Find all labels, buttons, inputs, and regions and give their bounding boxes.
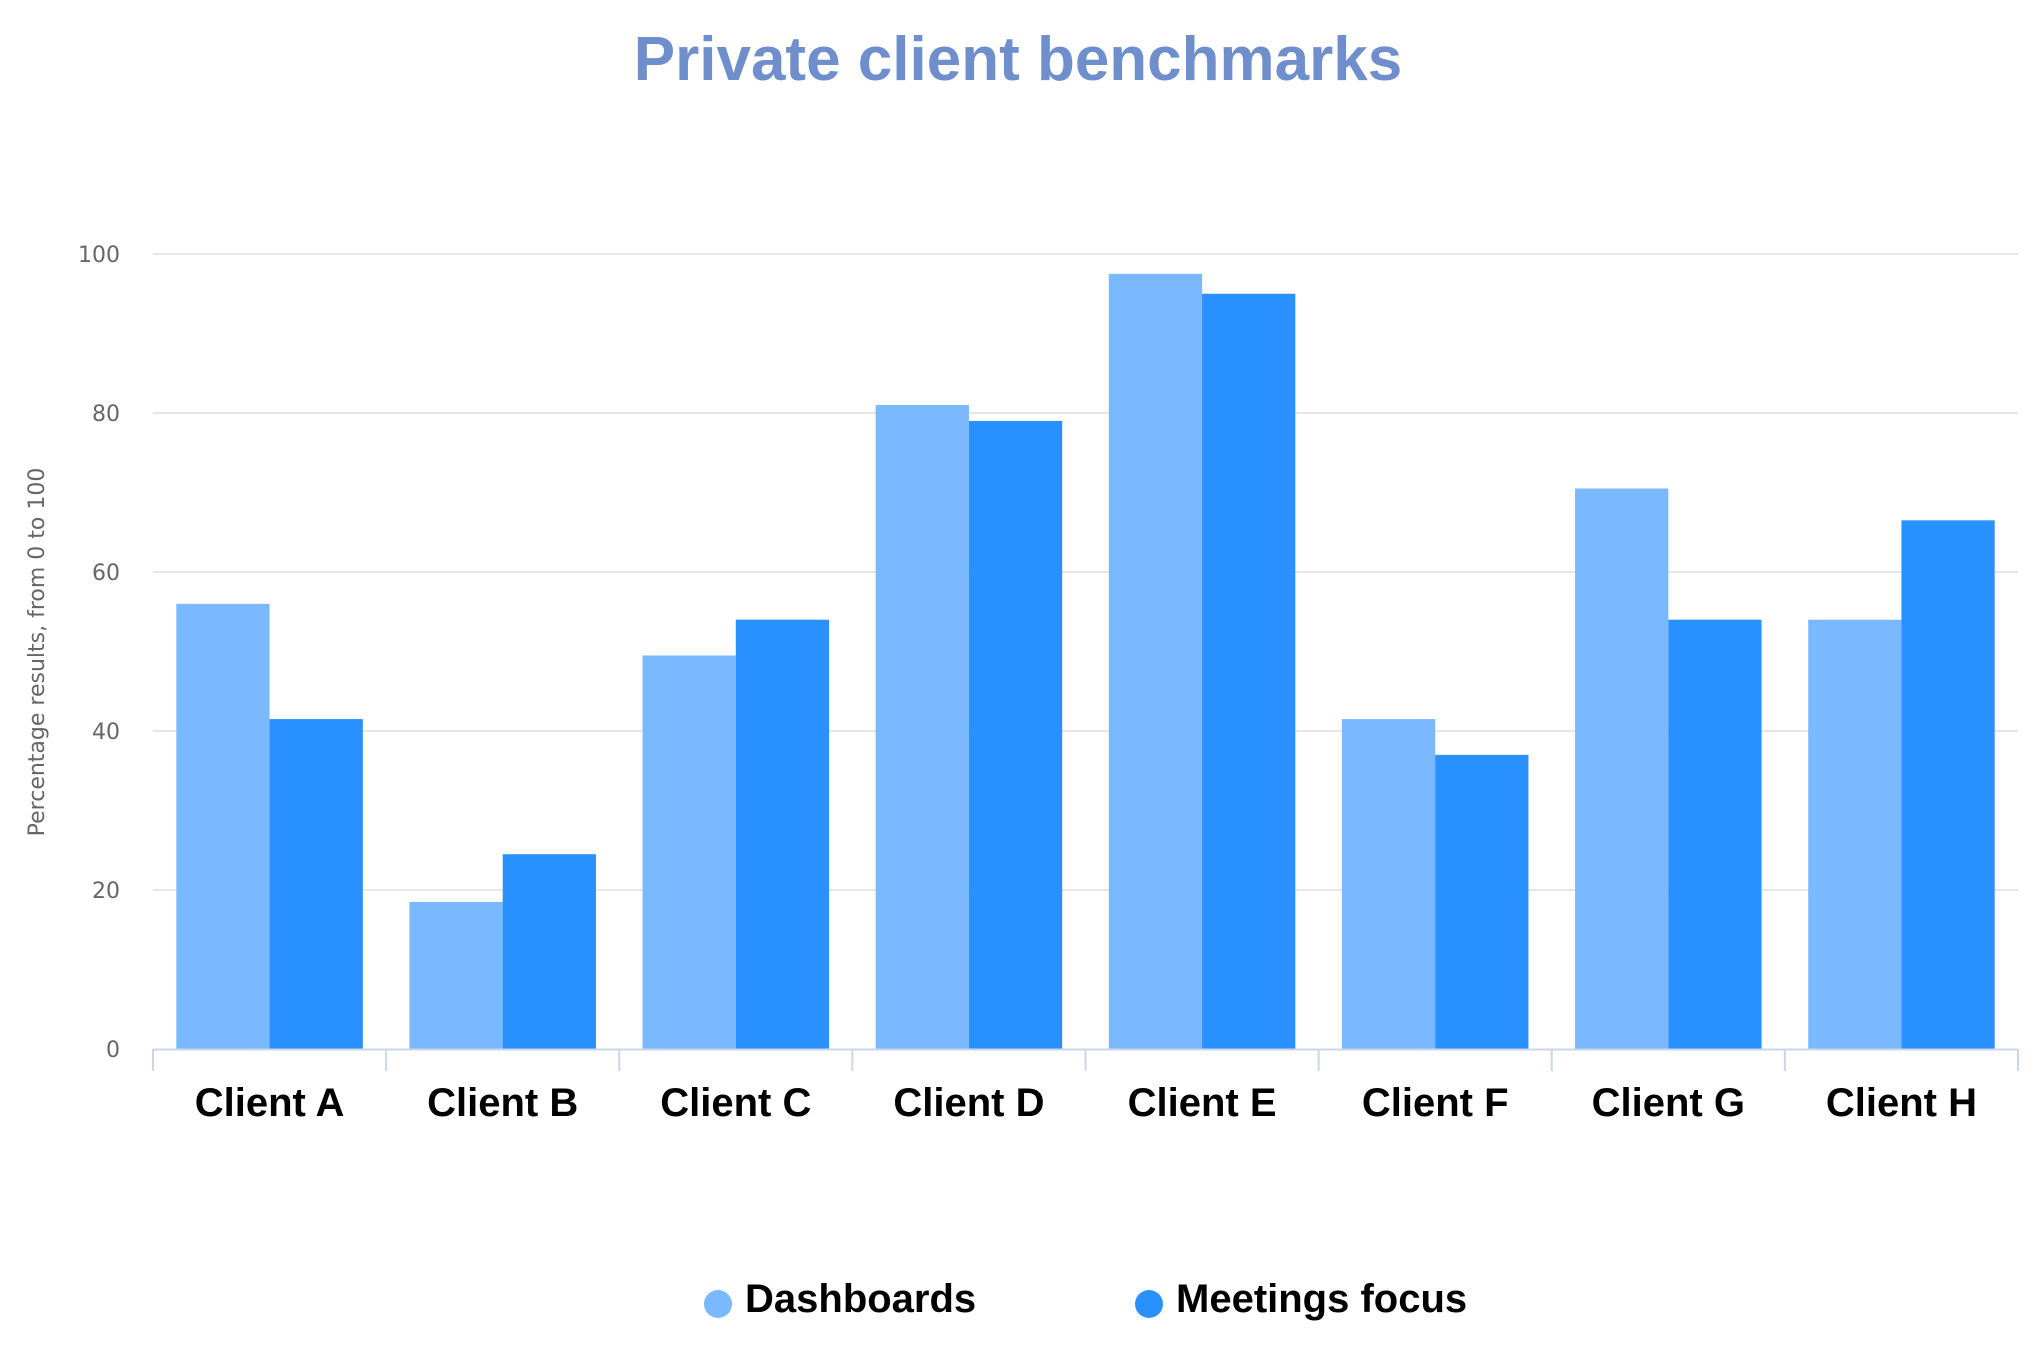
legend-marker [704,1290,732,1318]
bar-0-3[interactable] [875,405,969,1049]
legend: Dashboards Meetings focus [704,1277,1467,1321]
x-tick-label: Client H [1826,1081,1977,1125]
bar-0-4[interactable] [1108,273,1203,1049]
y-tick-label: 100 [78,243,120,268]
legend-marker [1135,1290,1163,1318]
legend-item-0[interactable]: Dashboards [704,1277,976,1321]
bar-1-0[interactable] [269,719,363,1049]
bar-0-0[interactable] [176,603,270,1049]
x-tick-label: Client A [195,1081,345,1125]
bar-1-6[interactable] [1668,619,1762,1049]
chart-title: Private client benchmarks [634,25,1402,94]
bar-0-6[interactable] [1575,488,1669,1049]
y-axis-ticks: 0 20 40 60 80 100 [78,243,120,1063]
bars [176,273,1995,1049]
bar-1-4[interactable] [1202,293,1296,1049]
x-tick-label: Client D [893,1081,1044,1125]
y-tick-label: 40 [92,720,120,745]
x-axis: Client A Client B Client C Client D Client E… [152,1048,2019,1125]
x-tick-label: Client E [1128,1081,1277,1125]
bar-0-5[interactable] [1341,719,1436,1049]
x-tick-label: Client C [660,1081,811,1125]
legend-label: Meetings focus [1176,1277,1467,1321]
bar-1-2[interactable] [735,619,830,1049]
x-tick-label: Client F [1362,1081,1509,1125]
y-tick-label: 60 [92,561,120,586]
y-axis-title: Percentage results, from 0 to 100 [25,468,50,837]
bar-1-3[interactable] [968,420,1063,1049]
x-tick-label: Client B [427,1081,578,1125]
y-tick-label: 20 [92,879,120,904]
bar-1-7[interactable] [1901,520,1995,1049]
bar-0-2[interactable] [642,655,736,1049]
bar-0-7[interactable] [1808,619,1902,1049]
bar-0-1[interactable] [409,901,503,1049]
x-tick-label: Client G [1592,1081,1745,1125]
y-tick-label: 80 [92,402,120,427]
bar-1-1[interactable] [502,854,596,1049]
bar-1-5[interactable] [1435,754,1529,1049]
legend-label: Dashboards [745,1277,976,1321]
y-tick-label: 0 [106,1038,120,1063]
legend-item-1[interactable]: Meetings focus [1135,1277,1467,1321]
